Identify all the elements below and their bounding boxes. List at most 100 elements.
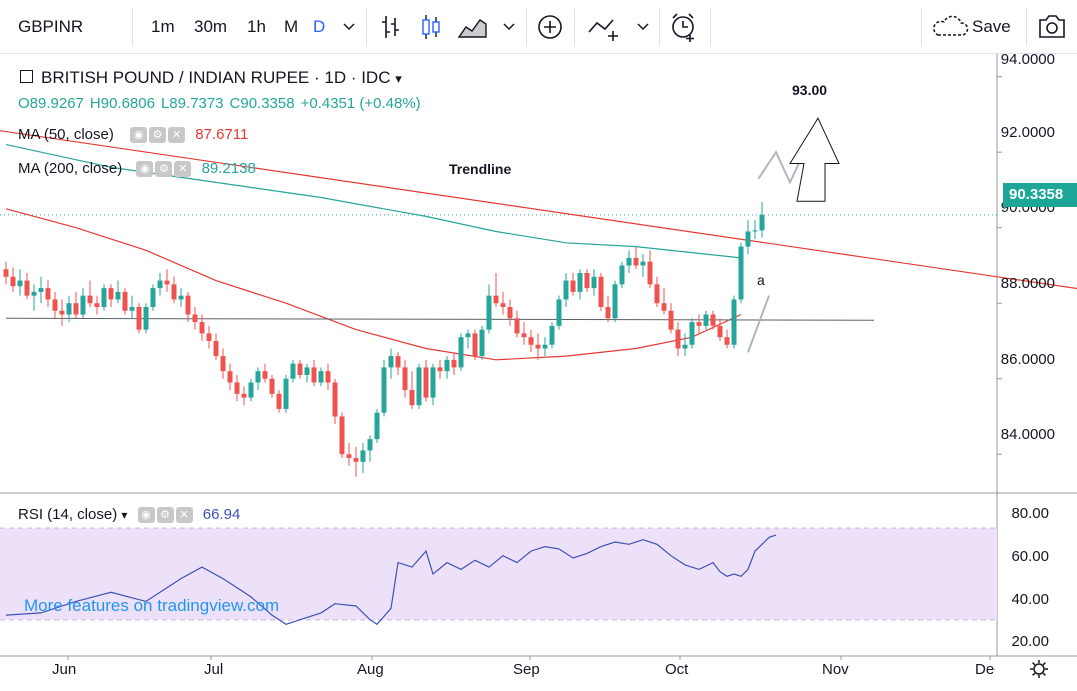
candle-body	[738, 246, 744, 300]
candle-body	[444, 359, 450, 372]
candle-body	[703, 314, 709, 326]
candle-body	[577, 273, 583, 292]
candle-body	[24, 280, 30, 296]
interval-d[interactable]: D	[313, 17, 326, 36]
close-icon[interactable]: ✕	[168, 127, 186, 144]
candle-body	[136, 306, 142, 330]
candle-body	[101, 288, 107, 307]
save-button[interactable]: Save	[972, 17, 1011, 36]
watermark-link[interactable]: More features on tradingview.com	[24, 596, 280, 615]
candle-body	[290, 363, 296, 379]
candle-body	[591, 276, 597, 289]
interval-m[interactable]: M	[284, 17, 299, 36]
chevron-down-icon[interactable]	[498, 10, 520, 44]
candle-body	[3, 269, 9, 277]
rsi-axis-label: 40.00	[1011, 591, 1049, 608]
candle-body	[353, 458, 359, 462]
target-label: 93.00	[792, 82, 828, 98]
candle-body	[234, 382, 240, 394]
toolbar-divider	[659, 8, 660, 46]
annotation-layer	[747, 117, 840, 353]
chevron-down-icon[interactable]: ▾	[395, 71, 402, 86]
candle-body	[73, 303, 79, 315]
gear-icon[interactable]: ⚙	[149, 127, 167, 144]
candle-body	[171, 284, 177, 300]
target-arrow	[789, 117, 840, 202]
candle-body	[430, 367, 436, 398]
bar-chart-icon[interactable]	[378, 10, 404, 44]
eye-icon[interactable]: ◉	[137, 507, 155, 524]
candle-body	[458, 337, 464, 368]
price-axis-label: 84.0000	[1000, 426, 1055, 443]
ma50-line	[5, 208, 742, 361]
price-axis-label: 88.0000	[1000, 275, 1055, 292]
rsi-label: RSI (14, close)	[18, 506, 118, 523]
chevron-down-icon[interactable]	[338, 10, 360, 44]
candle-body	[570, 280, 576, 292]
candle-body	[528, 337, 534, 345]
toolbar-divider	[132, 8, 133, 46]
gear-icon[interactable]: ⚙	[155, 161, 173, 178]
candle-body	[227, 371, 233, 383]
toolbar-divider	[710, 8, 711, 46]
candle-body	[199, 322, 205, 334]
candle-body	[206, 333, 212, 341]
candle-body	[17, 280, 23, 287]
toolbar-divider	[526, 8, 527, 46]
candle-body	[549, 325, 555, 345]
ma50-legend[interactable]: MA (50, close) ◉ ⚙ ✕ 87.6711	[18, 125, 248, 145]
candle-layer	[3, 202, 765, 477]
plus-circle-icon[interactable]	[536, 10, 564, 44]
candle-body	[94, 303, 100, 307]
close-icon[interactable]: ✕	[174, 161, 192, 178]
candle-body	[157, 280, 163, 289]
candle-body	[619, 265, 625, 285]
rsi-axis-label: 20.00	[1011, 633, 1049, 650]
interval-30m[interactable]: 30m	[194, 17, 228, 36]
interval-1m[interactable]: 1m	[151, 17, 175, 36]
candle-body	[143, 306, 149, 330]
eye-icon[interactable]: ◉	[130, 127, 148, 144]
gear-icon[interactable]: ⚙	[156, 507, 174, 524]
symbol-legend: BRITISH POUND / INDIAN RUPEE · 1D · IDC …	[20, 68, 402, 89]
candle-body	[486, 295, 492, 330]
symbol-search[interactable]: GBPINR	[18, 17, 84, 36]
candle-body	[759, 214, 765, 231]
open-value: O89.9267	[18, 95, 84, 112]
candle-body	[38, 288, 44, 292]
camera-icon[interactable]	[1036, 10, 1068, 44]
chevron-down-icon[interactable]	[632, 10, 654, 44]
collapse-icon[interactable]	[20, 70, 33, 84]
candle-body	[311, 367, 317, 383]
close-icon[interactable]: ✕	[175, 507, 193, 524]
interval-1h[interactable]: 1h	[247, 17, 266, 36]
indicator-icon[interactable]	[586, 10, 622, 44]
ma200-label: MA (200, close)	[18, 160, 123, 177]
candle-body	[493, 295, 499, 304]
candle-body	[542, 344, 548, 349]
price-axis-label: 86.0000	[1000, 351, 1055, 368]
alarm-icon[interactable]	[668, 10, 700, 44]
candle-body	[710, 314, 716, 326]
ma200-legend[interactable]: MA (200, close) ◉ ⚙ ✕ 89.2138	[18, 159, 256, 179]
legend-title: BRITISH POUND / INDIAN RUPEE · 1D · IDC	[41, 68, 391, 87]
area-chart-icon[interactable]	[456, 10, 488, 44]
toolbar-divider	[366, 8, 367, 46]
chevron-down-icon[interactable]: ▾	[121, 508, 128, 522]
price-axis-label: 94.0000	[1000, 51, 1055, 68]
rsi-legend[interactable]: RSI (14, close) ▾ ◉ ⚙ ✕ 66.94	[18, 505, 240, 525]
trendline-label: Trendline	[449, 161, 512, 177]
candlestick-icon[interactable]	[418, 10, 444, 44]
ma50-value: 87.6711	[195, 126, 249, 143]
candle-body	[661, 303, 667, 311]
cloud-icon[interactable]	[930, 10, 970, 44]
eye-icon[interactable]: ◉	[136, 161, 154, 178]
time-axis-label: Aug	[357, 661, 384, 678]
candle-body	[241, 393, 247, 398]
candle-body	[108, 288, 114, 300]
rsi-axis-label: 80.00	[1011, 505, 1049, 522]
gear-icon[interactable]	[1028, 658, 1050, 680]
candle-body	[297, 363, 303, 375]
chart-canvas[interactable]	[0, 54, 1077, 691]
low-value: L89.7373	[160, 95, 224, 112]
